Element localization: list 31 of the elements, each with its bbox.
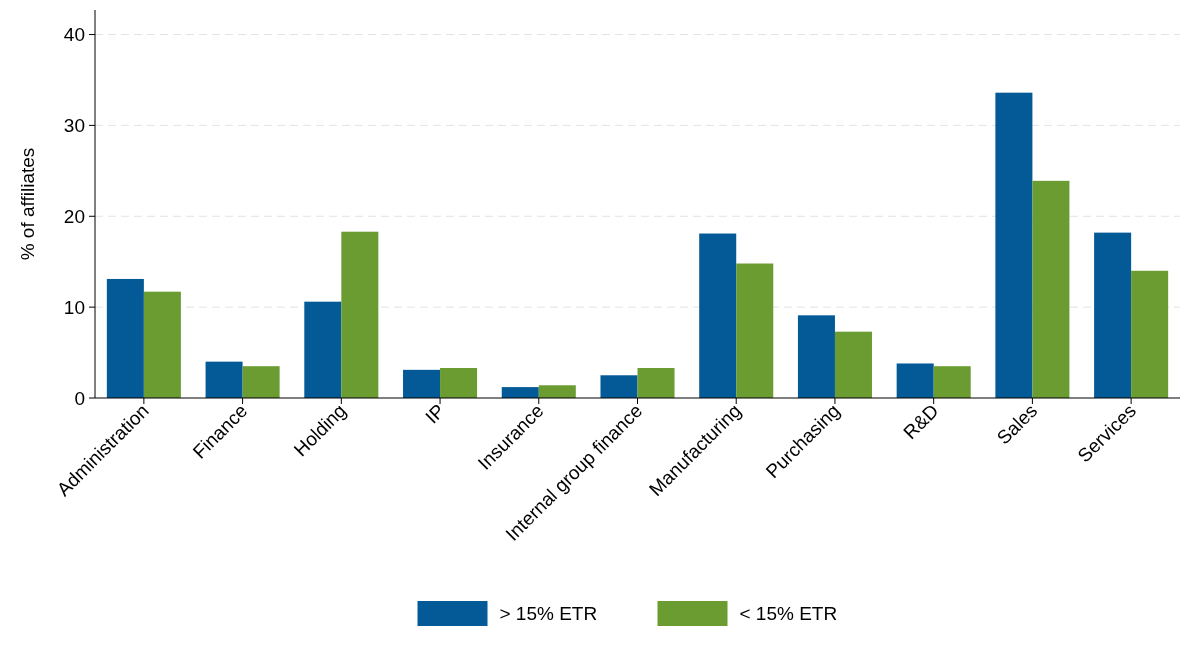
- bar: [699, 233, 737, 398]
- bar: [501, 387, 539, 398]
- bar: [896, 363, 934, 398]
- bar: [242, 366, 280, 398]
- bar: [1131, 270, 1169, 398]
- bar: [440, 368, 478, 398]
- bar: [933, 366, 971, 398]
- y-axis-title: % of affiliates: [17, 147, 38, 261]
- bar: [538, 385, 576, 398]
- y-tick-label: 10: [63, 296, 85, 318]
- y-tick-label: 40: [63, 24, 85, 46]
- bar: [600, 375, 638, 398]
- bar: [106, 278, 144, 398]
- x-tick-label: IP: [421, 399, 449, 428]
- bar: [1032, 180, 1070, 398]
- bar: [304, 301, 342, 398]
- y-tick-label: 30: [63, 115, 85, 137]
- legend-label: > 15% ETR: [499, 602, 598, 624]
- bar: [341, 231, 379, 398]
- y-tick-label: 20: [63, 205, 85, 227]
- bar: [143, 291, 181, 398]
- bar: [797, 315, 835, 398]
- bar: [637, 368, 675, 398]
- bar: [1094, 232, 1132, 398]
- bar: [995, 92, 1033, 398]
- legend-label: < 15% ETR: [739, 602, 838, 624]
- bar: [403, 369, 441, 398]
- y-tick-label: 0: [74, 387, 85, 409]
- bar: [834, 331, 872, 398]
- bar: [736, 263, 774, 398]
- bar: [205, 361, 243, 398]
